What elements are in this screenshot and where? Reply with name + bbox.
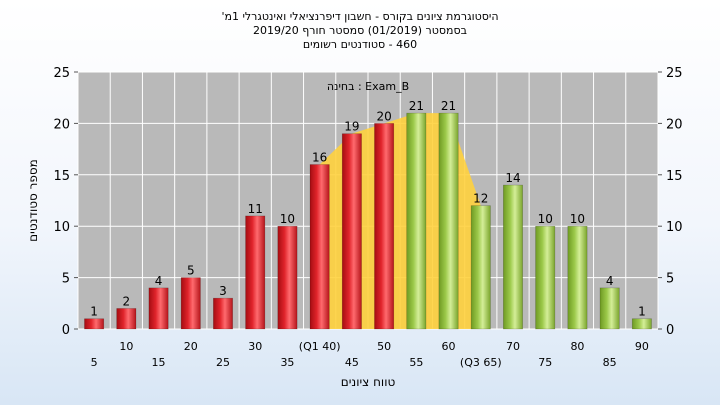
- x-tick-label: (Q1 40): [299, 340, 341, 353]
- x-tick-label: 85: [603, 356, 617, 369]
- x-tick-label: 50: [377, 340, 391, 353]
- x-tick-label: 20: [184, 340, 198, 353]
- y-tick-label-right: 25: [666, 66, 683, 81]
- chart-subtitle-registered: 460 - סטודנטים רשומים: [302, 38, 418, 51]
- histogram-bar: [470, 205, 491, 330]
- x-axis-title: טווח ציונים: [341, 375, 396, 389]
- bar-value-label: 21: [409, 99, 424, 113]
- x-tick-label: 60: [442, 340, 456, 353]
- y-tick-label-right: 10: [666, 220, 683, 235]
- bar-value-label: 12: [473, 192, 488, 206]
- y-tick-label-right: 5: [666, 272, 674, 287]
- bar-value-label: 1: [90, 305, 98, 319]
- y-tick-label: 0: [62, 323, 70, 338]
- x-tick-label: 15: [152, 356, 166, 369]
- histogram-bar: [245, 215, 266, 330]
- x-tick-label: 25: [216, 356, 230, 369]
- histogram-bar: [180, 277, 201, 330]
- bar-value-label: 2: [123, 294, 131, 308]
- bar-value-label: 20: [376, 109, 391, 123]
- x-tick-label: 55: [409, 356, 423, 369]
- y-tick-label-right: 15: [666, 169, 683, 184]
- bar-value-label: 10: [538, 212, 553, 226]
- histogram-bar: [277, 225, 298, 330]
- y-tick-label: 5: [62, 272, 70, 287]
- histogram-bar: [116, 308, 137, 330]
- chart-title: היסטוגרמת ציונים בקורס - חשבון דיפרנציאל…: [221, 10, 499, 23]
- bar-value-label: 16: [312, 151, 327, 165]
- x-tick-label: 80: [570, 340, 584, 353]
- x-tick-label: (Q3 65): [460, 356, 502, 369]
- histogram-bar: [631, 318, 652, 330]
- bar-value-label: 10: [280, 212, 295, 226]
- x-tick-label: 75: [538, 356, 552, 369]
- histogram-bar: [148, 287, 169, 330]
- histogram-bar: [406, 112, 427, 330]
- x-tick-label: 30: [248, 340, 262, 353]
- bar-value-label: 1: [638, 305, 646, 319]
- histogram-bar: [309, 164, 330, 330]
- x-tick-label: 5: [91, 356, 98, 369]
- histogram-bar: [374, 123, 395, 330]
- bar-value-label: 5: [187, 264, 195, 278]
- y-tick-label: 20: [53, 117, 70, 132]
- x-tick-label: 35: [280, 356, 294, 369]
- x-tick-label: 90: [635, 340, 649, 353]
- bar-value-label: 3: [219, 284, 227, 298]
- histogram-bar: [341, 133, 362, 330]
- histogram-bar: [84, 318, 105, 330]
- bar-value-label: 11: [248, 202, 263, 216]
- bar-value-label: 19: [344, 120, 359, 134]
- histogram-bar: [213, 297, 233, 330]
- y-tick-label-right: 0: [666, 323, 674, 338]
- histogram-bar: [535, 225, 556, 330]
- y-axis-title: מספר סטודנטים: [26, 159, 40, 242]
- histogram-bar: [438, 112, 459, 330]
- bar-value-label: 4: [606, 274, 614, 288]
- y-tick-label: 15: [53, 169, 70, 184]
- x-tick-label: 10: [119, 340, 133, 353]
- histogram-bar: [503, 184, 523, 330]
- y-tick-label-right: 20: [666, 117, 683, 132]
- y-tick-label: 10: [53, 220, 70, 235]
- y-tick-label: 25: [53, 66, 70, 81]
- bar-value-label: 4: [155, 274, 163, 288]
- histogram-bar: [599, 287, 620, 330]
- bar-value-label: 21: [441, 99, 456, 113]
- bar-value-label: 14: [505, 171, 520, 185]
- x-tick-label: 45: [345, 356, 359, 369]
- bar-value-label: 10: [570, 212, 585, 226]
- x-tick-label: 70: [506, 340, 520, 353]
- exam-annotation: בחינה : Exam_B: [327, 80, 409, 93]
- chart-subtitle-semester: בסמסטר (01/2019) סמסטר חורף 2019/20: [253, 24, 467, 37]
- histogram-bar: [567, 225, 588, 330]
